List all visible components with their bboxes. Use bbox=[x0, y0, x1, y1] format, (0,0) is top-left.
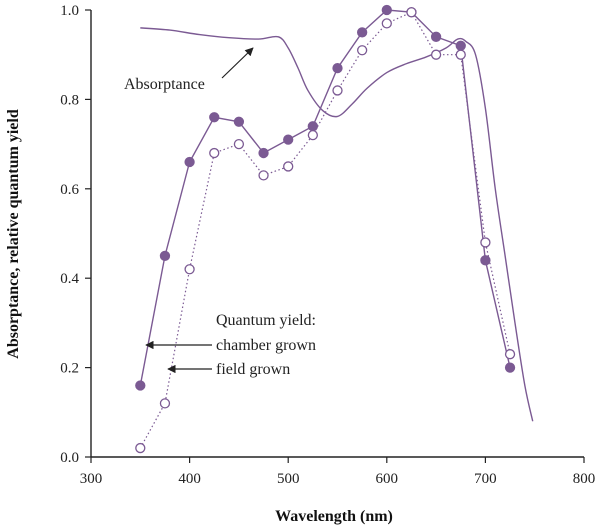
x-tick-label: 500 bbox=[277, 471, 300, 487]
series-field-grown bbox=[135, 7, 516, 454]
data-point-field-grown bbox=[209, 147, 220, 159]
data-point-field-grown bbox=[356, 45, 368, 56]
x-tick-label: 400 bbox=[178, 471, 201, 487]
data-point-chamber-grown bbox=[283, 134, 294, 145]
annotation-absorptance: Absorptance bbox=[124, 76, 205, 93]
data-point-field-grown bbox=[381, 18, 392, 29]
data-point-field-grown bbox=[135, 442, 146, 454]
x-ticks: 300 400 500 600 700 800 bbox=[80, 457, 596, 487]
y-tick-label: 0.8 bbox=[60, 92, 79, 108]
data-point-chamber-grown bbox=[209, 112, 220, 123]
data-point-chamber-grown bbox=[381, 4, 392, 16]
data-point-field-grown bbox=[332, 85, 343, 96]
data-point-chamber-grown bbox=[233, 116, 245, 127]
data-point-chamber-grown bbox=[258, 147, 269, 159]
y-tick-label: 0.6 bbox=[60, 182, 79, 198]
x-tick-label: 600 bbox=[376, 471, 399, 487]
data-point-chamber-grown bbox=[184, 156, 195, 168]
data-point-chamber-grown bbox=[135, 380, 146, 391]
series-line-absorptance bbox=[140, 27, 534, 422]
annotation-chamber-grown: chamber grown bbox=[216, 337, 316, 354]
series-line-chamber-grown bbox=[139, 9, 511, 386]
data-point-field-grown bbox=[184, 264, 195, 275]
data-point-field-grown bbox=[455, 49, 466, 60]
data-point-field-grown bbox=[233, 138, 245, 150]
data-point-chamber-grown bbox=[356, 27, 368, 38]
y-tick-label: 1.0 bbox=[60, 3, 79, 19]
data-point-field-grown bbox=[430, 49, 442, 60]
data-point-field-grown bbox=[258, 170, 269, 181]
annotation-absorptance-arrow bbox=[221, 47, 254, 79]
series-line-field-grown bbox=[139, 11, 511, 449]
data-point-chamber-grown bbox=[504, 362, 516, 373]
y-axis-title: Absorptance, relative quantum yield bbox=[5, 109, 22, 359]
y-tick-label: 0.0 bbox=[60, 450, 79, 466]
series-layer bbox=[135, 4, 534, 454]
data-point-field-grown bbox=[480, 237, 491, 248]
data-point-field-grown bbox=[159, 398, 171, 409]
annotation-field-grown: field grown bbox=[216, 361, 290, 378]
x-tick-label: 700 bbox=[474, 471, 497, 487]
data-point-field-grown bbox=[283, 161, 294, 172]
y-ticks: 0.0 0.2 0.4 0.6 0.8 1.0 bbox=[60, 3, 91, 466]
data-point-field-grown bbox=[307, 130, 319, 141]
data-point-field-grown bbox=[406, 7, 417, 18]
data-point-chamber-grown bbox=[455, 40, 466, 51]
data-point-chamber-grown bbox=[480, 255, 491, 266]
x-axis-title: Wavelength (nm) bbox=[275, 508, 393, 525]
data-point-chamber-grown bbox=[332, 62, 343, 74]
data-point-field-grown bbox=[504, 349, 516, 360]
data-point-chamber-grown bbox=[430, 31, 442, 42]
annotations: Absorptance Quantum yield: chamber grown… bbox=[124, 47, 316, 378]
x-tick-label: 300 bbox=[80, 471, 103, 487]
series-chamber-grown bbox=[135, 4, 516, 391]
axes bbox=[90, 10, 584, 458]
y-tick-label: 0.4 bbox=[60, 271, 79, 287]
x-tick-label: 800 bbox=[573, 471, 596, 487]
y-tick-label: 0.2 bbox=[60, 361, 79, 377]
annotation-quantum-yield: Quantum yield: bbox=[216, 312, 316, 329]
series-absorptance bbox=[140, 27, 534, 422]
data-point-chamber-grown bbox=[159, 250, 171, 262]
